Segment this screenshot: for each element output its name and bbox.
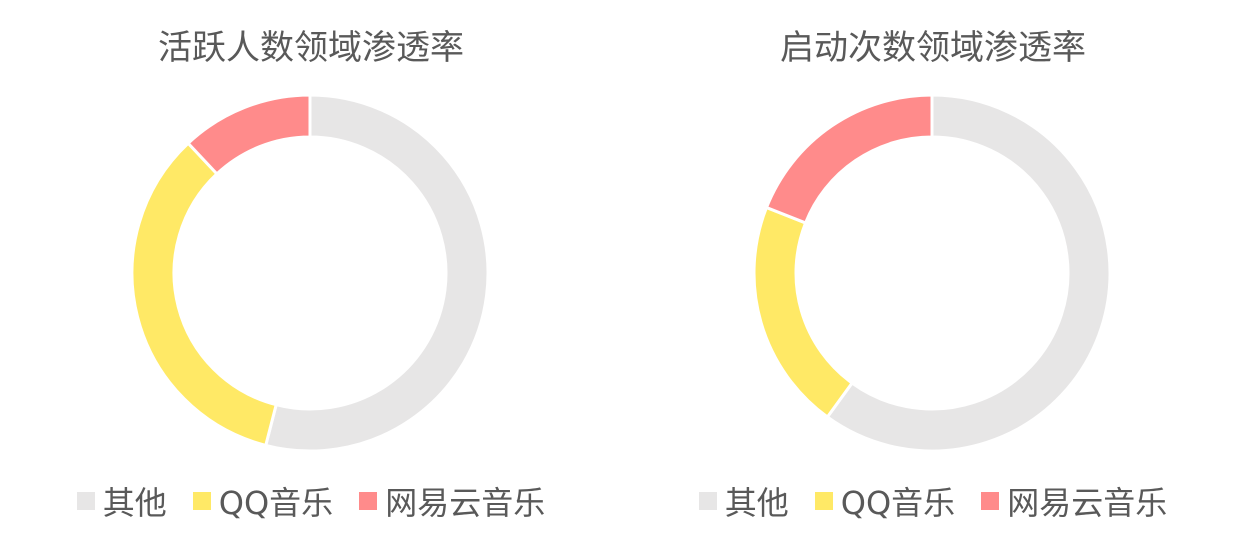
legend-item-other: 其他	[698, 478, 789, 524]
donut-slice-other	[825, 93, 1112, 453]
legend-label: 其他	[724, 484, 789, 522]
legend-swatch	[359, 492, 378, 510]
chart-panel-active-users: 活跃人数领域渗透率 其他 QQ音乐 网易云音乐	[0, 28, 622, 524]
donut-slice-netease-music	[764, 93, 934, 225]
donut-slice-netease-music	[186, 93, 312, 176]
legend-item-qq-music: QQ音乐	[192, 478, 334, 524]
legend-swatch	[814, 492, 833, 510]
legend-swatch	[192, 492, 211, 510]
legend-swatch	[698, 492, 717, 510]
legend-swatch	[981, 492, 1000, 510]
legend-item-netease-music: 网易云音乐	[359, 478, 545, 524]
chart-title: 活跃人数领域渗透率	[158, 28, 464, 68]
donut-chart	[752, 93, 1112, 453]
legend-label: QQ音乐	[218, 484, 334, 522]
legend-item-netease-music: 网易云音乐	[981, 478, 1167, 524]
donut-slice-other	[263, 93, 490, 453]
legend-label: 其他	[102, 484, 167, 522]
legend-item-qq-music: QQ音乐	[814, 478, 956, 524]
legend-label: QQ音乐	[840, 484, 956, 522]
legend-item-other: 其他	[76, 478, 167, 524]
legend-label: 网易云音乐	[1007, 484, 1168, 522]
chart-panel-launch-count: 启动次数领域渗透率 其他 QQ音乐 网易云音乐	[622, 0, 1244, 539]
legend-label: 网易云音乐	[385, 484, 546, 522]
donut-slice-qq-music	[752, 205, 855, 420]
chart-title: 启动次数领域渗透率	[780, 28, 1086, 68]
legend-swatch	[76, 492, 95, 510]
chart-legend: 其他 QQ音乐 网易云音乐	[622, 478, 1244, 524]
chart-legend: 其他 QQ音乐 网易云音乐	[0, 478, 622, 524]
donut-chart	[130, 93, 490, 453]
donut-slice-qq-music	[130, 141, 279, 448]
